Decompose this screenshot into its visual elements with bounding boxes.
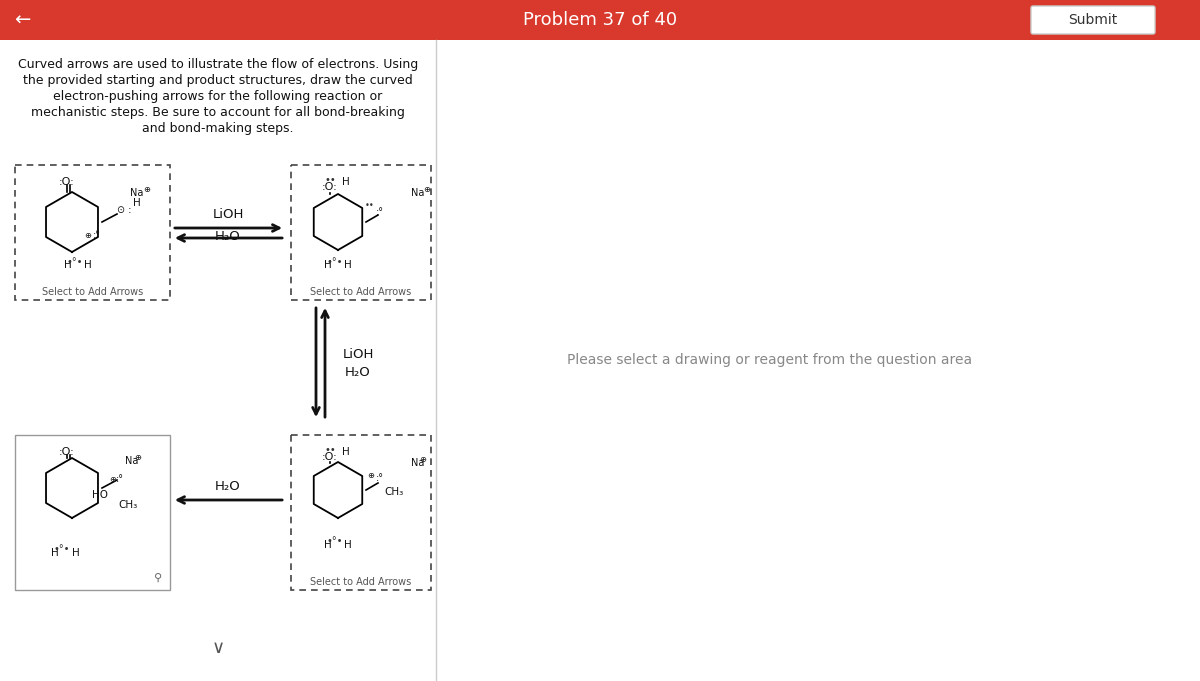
Text: H₂O: H₂O — [215, 479, 241, 492]
Text: the provided starting and product structures, draw the curved: the provided starting and product struct… — [23, 74, 413, 87]
Text: H: H — [324, 540, 332, 550]
Text: ••: •• — [324, 445, 336, 455]
Text: :O:: :O: — [322, 182, 338, 192]
Text: Na: Na — [410, 188, 425, 198]
Text: H: H — [344, 260, 352, 270]
Text: Select to Add Arrows: Select to Add Arrows — [311, 577, 412, 587]
Bar — [292, 165, 431, 300]
Text: ⊕: ⊕ — [143, 185, 150, 193]
Text: Please select a drawing or reagent from the question area: Please select a drawing or reagent from … — [568, 353, 972, 367]
FancyBboxPatch shape — [1031, 6, 1154, 34]
Text: :O:: :O: — [59, 177, 74, 187]
Text: Select to Add Arrows: Select to Add Arrows — [42, 287, 143, 297]
Text: ∨: ∨ — [211, 639, 224, 657]
Text: Na: Na — [410, 458, 425, 468]
Text: ••: •• — [365, 200, 374, 210]
Text: H: H — [342, 447, 350, 457]
Text: :: : — [128, 205, 132, 215]
Text: ←: ← — [14, 10, 30, 29]
Text: Curved arrows are used to illustrate the flow of electrons. Using: Curved arrows are used to illustrate the… — [18, 58, 418, 71]
Text: Select to Add Arrows: Select to Add Arrows — [311, 287, 412, 297]
Text: CH₃: CH₃ — [384, 487, 403, 497]
Text: CH₃: CH₃ — [118, 500, 137, 510]
Text: •°•: •°• — [54, 544, 71, 554]
Text: H: H — [64, 260, 72, 270]
Text: ⊕: ⊕ — [109, 475, 116, 484]
Text: ⊕: ⊕ — [367, 471, 374, 479]
Text: •°•: •°• — [67, 257, 83, 267]
Text: HO: HO — [92, 490, 108, 500]
Text: LiOH: LiOH — [342, 349, 373, 362]
Text: H: H — [72, 548, 80, 558]
Text: ⊕: ⊕ — [84, 230, 91, 240]
Text: H: H — [84, 260, 92, 270]
Bar — [14, 435, 170, 590]
Text: •°•: •°• — [326, 536, 343, 546]
Text: H: H — [52, 548, 59, 558]
Text: Na: Na — [130, 188, 143, 198]
Text: ⊙: ⊙ — [116, 205, 124, 215]
Text: Na: Na — [125, 456, 138, 466]
Text: mechanistic steps. Be sure to account for all bond-breaking: mechanistic steps. Be sure to account fo… — [31, 106, 404, 119]
Text: H₂O: H₂O — [346, 366, 371, 379]
Text: ⊕: ⊕ — [420, 454, 426, 464]
Bar — [292, 435, 431, 590]
Text: ⊕: ⊕ — [134, 452, 142, 462]
Text: :°: :° — [94, 230, 101, 240]
Text: LiOH: LiOH — [212, 208, 244, 221]
Text: H: H — [342, 177, 350, 187]
Text: electron-pushing arrows for the following reaction or: electron-pushing arrows for the followin… — [53, 90, 383, 103]
Text: :O:: :O: — [59, 447, 74, 457]
Text: Problem 37 of 40: Problem 37 of 40 — [523, 11, 677, 29]
Text: :°: :° — [376, 207, 384, 217]
Bar — [0, 0, 1200, 40]
Text: H₂O: H₂O — [215, 229, 241, 242]
Text: Submit: Submit — [1068, 13, 1117, 27]
Bar — [14, 165, 170, 300]
Text: ••: •• — [324, 175, 336, 185]
Text: H: H — [324, 260, 332, 270]
Text: :O:: :O: — [322, 452, 338, 462]
Text: ⊕: ⊕ — [424, 185, 430, 193]
Text: H: H — [133, 198, 140, 208]
Text: and bond-making steps.: and bond-making steps. — [143, 122, 294, 135]
Text: •°•: •°• — [326, 257, 343, 267]
Text: ⚲: ⚲ — [154, 573, 162, 583]
Text: H: H — [344, 540, 352, 550]
Text: :°: :° — [376, 473, 384, 483]
Text: :°: :° — [116, 474, 124, 484]
